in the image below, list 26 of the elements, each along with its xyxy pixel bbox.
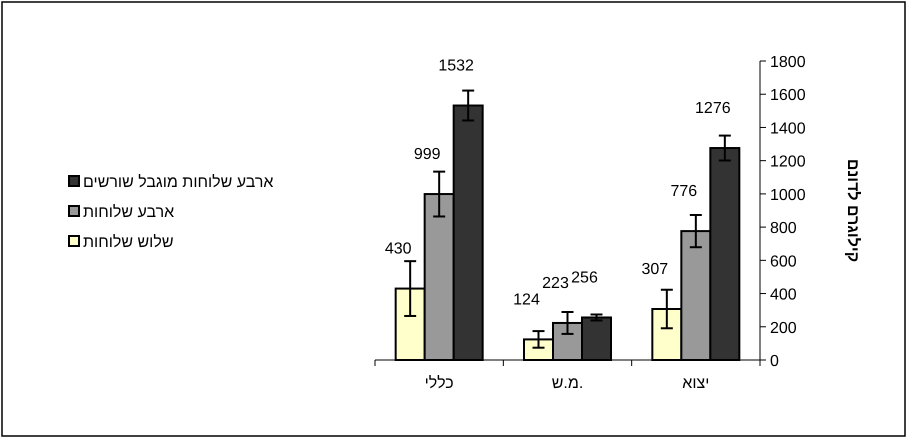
data-label: 307 [641,261,668,278]
y-tick-label: 1400 [770,120,806,138]
y-tick-label: 200 [770,320,797,337]
data-label: 1276 [695,100,731,118]
data-label: 124 [513,291,540,308]
data-label: 776 [670,183,698,200]
data-label: 256 [571,269,598,286]
legend-label: ארבע שלוחות מוגבל שורשים [83,173,274,191]
y-tick-label: 600 [770,253,797,270]
y-tick-label: 0 [770,353,779,370]
y-tick-label: 1200 [770,154,806,171]
data-label: 223 [542,274,569,292]
y-tick-label: 1000 [770,186,806,204]
y-tick-label: 1800 [770,54,806,71]
x-tick-label: כללי [424,374,454,392]
data-label: 999 [414,146,441,164]
x-tick-label: יצוא [682,375,710,392]
y-tick-label: 400 [770,286,797,304]
legend-label: ארבע שלוחות [83,203,174,221]
y-tick-label: 800 [770,220,797,238]
legend-label: שלוש שלוחות [83,233,174,251]
y-tick-label: 1600 [770,87,806,104]
x-tick-label: מ.ש. [552,375,584,392]
y-axis-title: קילוגרם לדונם [844,158,862,262]
data-label: 430 [384,240,412,258]
data-label: 1532 [438,58,474,75]
